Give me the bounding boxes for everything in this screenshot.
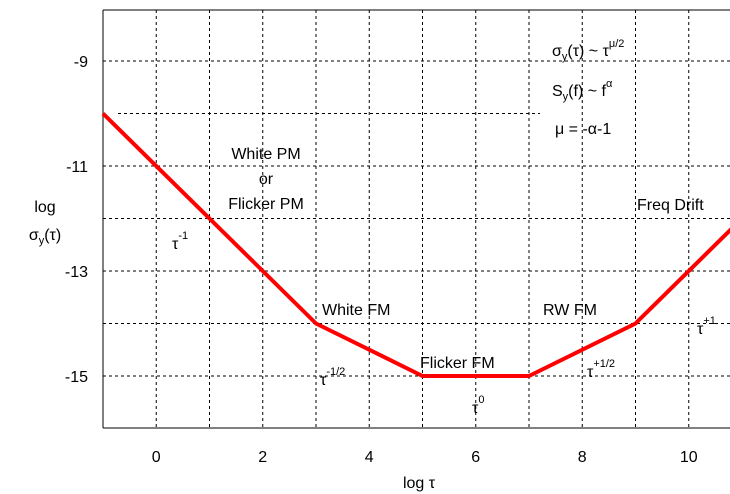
x-axis-label: log τ [403, 475, 436, 492]
x-tick-label: 10 [680, 449, 698, 466]
y-axis-label-line2: σy(τ) [29, 227, 61, 247]
x-tick-label: 0 [152, 449, 161, 466]
region-label-flicker-fm: Flicker FM [420, 355, 495, 372]
slope-label-minus-half: τ-1/2 [320, 366, 345, 389]
slope-label-plus-half: τ+1/2 [587, 358, 615, 381]
slope-label-plus1: τ+1 [697, 315, 716, 338]
series-group [101, 112, 730, 378]
x-tick-label: 6 [471, 449, 480, 466]
y-tick-label: -13 [65, 264, 88, 281]
tick-labels: 0 2 4 6 8 10 -9 -11 -13 -15 [65, 54, 698, 466]
region-label-freq-drift: Freq Drift [637, 197, 704, 214]
formula-mu: μ = -α-1 [555, 121, 611, 138]
x-tick-label: 8 [578, 449, 587, 466]
grid [103, 10, 730, 428]
region-label-rw-fm: RW FM [543, 302, 597, 319]
y-tick-label: -9 [74, 54, 88, 71]
region-label-or: or [259, 171, 274, 188]
region-label-white-pm: White PM [231, 146, 300, 163]
formula-sy-f: Sy(f) ~ fα [552, 78, 613, 103]
formula-sigma-tau: σy(τ) ~ τμ/2 [552, 38, 624, 63]
y-axis-label-line1: log [34, 199, 55, 216]
region-label-flicker-pm: Flicker PM [228, 196, 304, 213]
y-tick-label: -15 [65, 369, 88, 386]
region-label-white-fm: White FM [322, 302, 390, 319]
y-tick-label: -11 [66, 159, 88, 176]
x-tick-label: 4 [365, 449, 374, 466]
slope-label-zero: τ0 [472, 394, 484, 417]
series-line [101, 112, 730, 378]
x-tick-label: 2 [258, 449, 267, 466]
slope-label-minus1: τ-1 [172, 230, 188, 253]
